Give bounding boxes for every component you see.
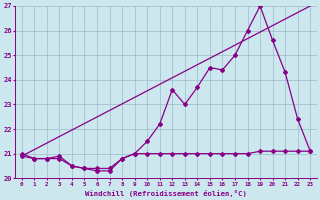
X-axis label: Windchill (Refroidissement éolien,°C): Windchill (Refroidissement éolien,°C) [85,190,247,197]
